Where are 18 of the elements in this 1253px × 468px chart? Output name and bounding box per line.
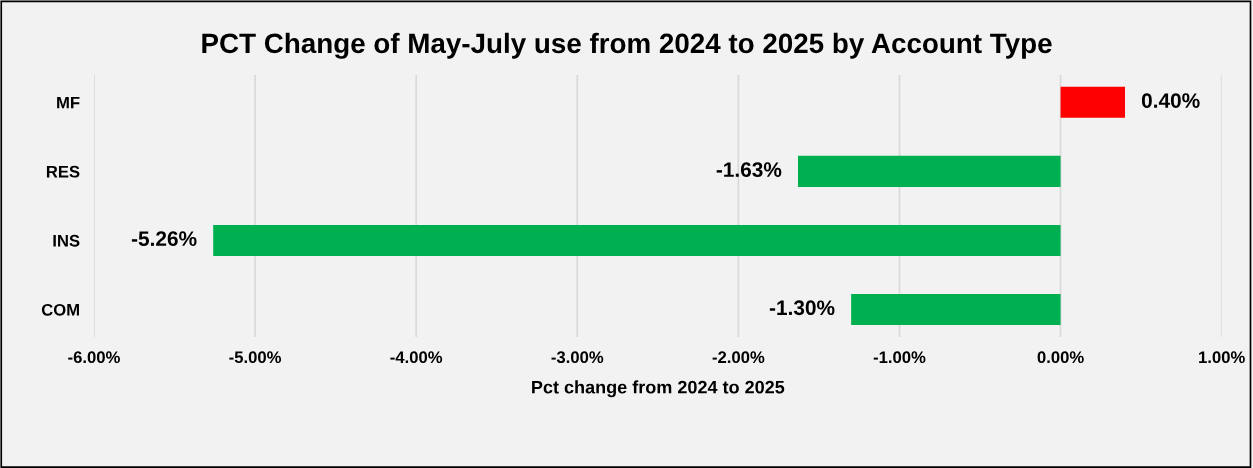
- data-label: -1.30%: [769, 300, 835, 316]
- data-label: -5.26%: [131, 231, 197, 247]
- x-tick-label: -3.00%: [551, 351, 604, 364]
- chart-title: PCT Change of May-July use from 2024 to 2025 by Account Type: [202, 32, 1052, 59]
- x-tick-label: -4.00%: [390, 351, 443, 364]
- x-tick-label: -2.00%: [712, 351, 765, 364]
- y-tick-label: INS: [53, 234, 80, 247]
- x-tick-label: -1.00%: [873, 351, 926, 364]
- x-tick-label: 0.00%: [1037, 351, 1084, 364]
- data-label: 0.40%: [1141, 93, 1200, 108]
- x-tick-label: -6.00%: [68, 351, 120, 364]
- y-tick-label: COM: [41, 303, 79, 316]
- x-axis-title: Pct change from 2024 to 2025: [532, 380, 785, 398]
- y-tick-label: MF: [57, 96, 80, 109]
- y-tick-label: RES: [46, 165, 80, 178]
- x-tick-label: 1.00%: [1199, 351, 1245, 364]
- x-tick-label: -5.00%: [229, 351, 282, 364]
- data-label: -1.63%: [716, 162, 782, 178]
